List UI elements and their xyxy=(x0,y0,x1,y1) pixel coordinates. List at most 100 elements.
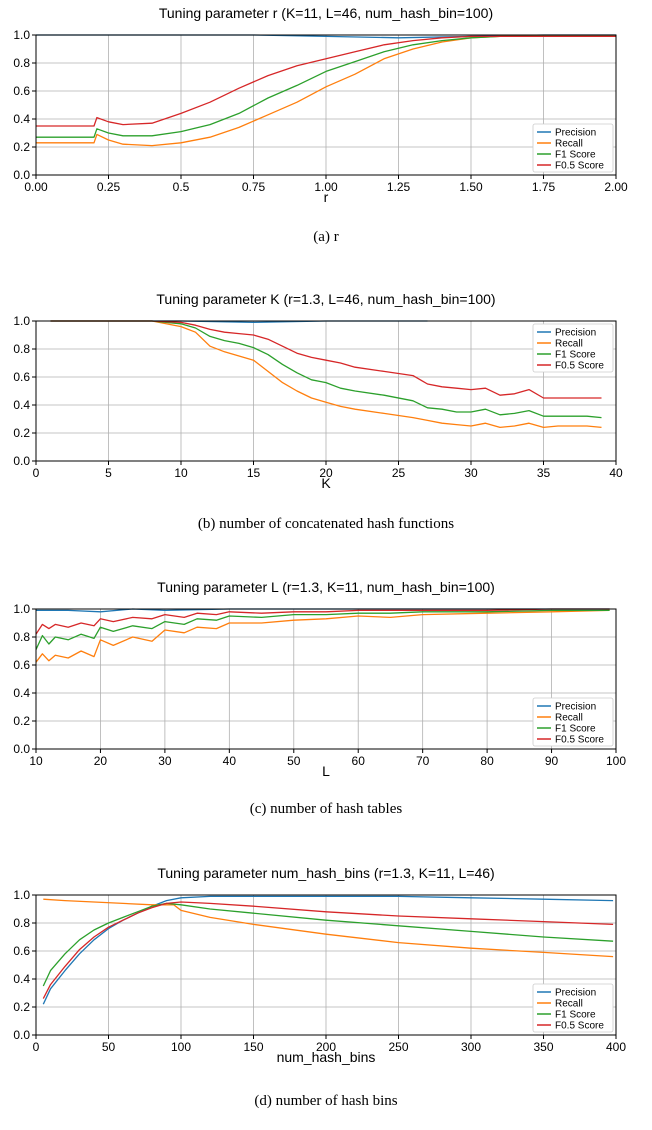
legend-label-precision: Precision xyxy=(555,128,596,139)
legend-label-f1-score: F1 Score xyxy=(555,350,596,361)
x-tick-label: 50 xyxy=(102,1040,116,1054)
x-tick-label: 300 xyxy=(461,1040,481,1054)
legend-label-recall: Recall xyxy=(555,999,583,1010)
legend-box xyxy=(532,697,614,747)
plot-frame xyxy=(35,608,617,750)
y-tick-label: 1.0 xyxy=(13,602,30,616)
chart-panel-k: Tuning parameter K (r=1.3, L=46, num_has… xyxy=(0,286,652,556)
chart-r: Tuning parameter r (K=11, L=46, num_hash… xyxy=(13,5,628,205)
x-tick-label: 15 xyxy=(247,466,261,480)
series-line-f05-score xyxy=(35,608,610,635)
x-axis-label: r xyxy=(324,189,329,205)
y-tick-label: 0.8 xyxy=(13,342,30,356)
y-tick-label: 0.0 xyxy=(13,742,30,756)
y-tick-label: 0.6 xyxy=(13,370,30,384)
y-tick-label: 0.2 xyxy=(13,714,30,728)
x-axis-label: K xyxy=(321,475,331,491)
y-tick-label: 0.8 xyxy=(13,56,30,70)
chart-title: Tuning parameter L (r=1.3, K=11, num_has… xyxy=(157,579,495,595)
y-tick-label: 1.0 xyxy=(13,28,30,42)
y-tick-label: 0.8 xyxy=(13,630,30,644)
y-tick-label: 0.2 xyxy=(13,140,30,154)
chart-panel-r: Tuning parameter r (K=11, L=46, num_hash… xyxy=(0,0,652,270)
chart-l: Tuning parameter L (r=1.3, K=11, num_has… xyxy=(13,579,626,779)
legend-label-recall: Recall xyxy=(555,713,583,724)
chart-bins: Tuning parameter num_hash_bins (r=1.3, K… xyxy=(13,865,626,1065)
x-tick-label: 10 xyxy=(174,466,188,480)
legend-label-f05-score: F0.5 Score xyxy=(555,161,604,172)
y-tick-label: 0.0 xyxy=(13,168,30,182)
series-line-precision xyxy=(42,895,614,1005)
legend-label-f1-score: F1 Score xyxy=(555,724,596,735)
x-tick-label: 1.50 xyxy=(459,180,483,194)
x-tick-label: 2.00 xyxy=(604,180,628,194)
x-tick-label: 30 xyxy=(158,754,172,768)
x-tick-label: 0 xyxy=(33,466,40,480)
x-tick-label: 10 xyxy=(29,754,43,768)
x-tick-label: 1.75 xyxy=(532,180,556,194)
caption-k: (b) number of concatenated hash function… xyxy=(197,516,455,532)
chart-panel-bins: Tuning parameter num_hash_bins (r=1.3, K… xyxy=(0,860,652,1130)
x-tick-label: 1.00 xyxy=(314,180,338,194)
x-tick-label: 20 xyxy=(319,466,333,480)
legend-label-precision: Precision xyxy=(555,328,596,339)
legend-box xyxy=(532,323,614,373)
series-line-recall xyxy=(43,898,614,958)
plot-frame xyxy=(35,34,617,176)
x-tick-label: 35 xyxy=(537,466,551,480)
legend-label-recall: Recall xyxy=(555,339,583,350)
legend-label-f1-score: F1 Score xyxy=(555,150,596,161)
y-tick-label: 0.8 xyxy=(13,916,30,930)
caption-r: (a) r xyxy=(313,229,339,245)
y-tick-label: 0.6 xyxy=(13,944,30,958)
legend-box xyxy=(532,123,614,173)
x-tick-label: 0 xyxy=(33,1040,40,1054)
x-tick-label: 200 xyxy=(316,1040,336,1054)
x-tick-label: 25 xyxy=(392,466,406,480)
series-line-recall xyxy=(35,609,610,663)
y-tick-label: 1.0 xyxy=(13,888,30,902)
y-tick-label: 0.4 xyxy=(13,972,30,986)
y-tick-label: 0.4 xyxy=(13,686,30,700)
y-tick-label: 1.0 xyxy=(13,314,30,328)
x-tick-label: 350 xyxy=(533,1040,553,1054)
legend-label-f05-score: F0.5 Score xyxy=(555,1021,604,1032)
plot-frame xyxy=(35,320,617,462)
x-tick-label: 50 xyxy=(287,754,301,768)
y-tick-label: 0.0 xyxy=(13,1028,30,1042)
legend-label-precision: Precision xyxy=(555,702,596,713)
x-tick-label: 250 xyxy=(388,1040,408,1054)
y-tick-label: 0.6 xyxy=(13,658,30,672)
y-tick-label: 0.0 xyxy=(13,454,30,468)
x-tick-label: 60 xyxy=(352,754,366,768)
y-tick-label: 0.6 xyxy=(13,84,30,98)
x-tick-label: 70 xyxy=(416,754,430,768)
x-tick-label: 100 xyxy=(606,754,626,768)
chart-panel-l: Tuning parameter L (r=1.3, K=11, num_has… xyxy=(0,574,652,844)
series-line-f05-score xyxy=(50,320,602,399)
series-line-f1-score xyxy=(42,902,614,987)
legend-box xyxy=(532,983,614,1033)
x-tick-label: 0.75 xyxy=(242,180,266,194)
x-axis-label: L xyxy=(322,763,330,779)
y-tick-label: 0.4 xyxy=(13,398,30,412)
y-tick-label: 0.4 xyxy=(13,112,30,126)
x-tick-label: 5 xyxy=(105,466,112,480)
x-tick-label: 40 xyxy=(223,754,237,768)
x-tick-label: 40 xyxy=(609,466,623,480)
chart-title: Tuning parameter num_hash_bins (r=1.3, K… xyxy=(157,865,494,881)
legend-label-f05-score: F0.5 Score xyxy=(555,361,604,372)
plot-frame xyxy=(35,894,617,1036)
chart-k: Tuning parameter K (r=1.3, L=46, num_has… xyxy=(13,291,623,491)
y-tick-label: 0.2 xyxy=(13,1000,30,1014)
caption-bins: (d) number of hash bins xyxy=(254,1093,398,1109)
legend-label-f05-score: F0.5 Score xyxy=(555,735,604,746)
x-tick-label: 20 xyxy=(94,754,108,768)
x-tick-label: 0.25 xyxy=(97,180,121,194)
x-tick-label: 0.00 xyxy=(24,180,48,194)
x-tick-label: 80 xyxy=(480,754,494,768)
